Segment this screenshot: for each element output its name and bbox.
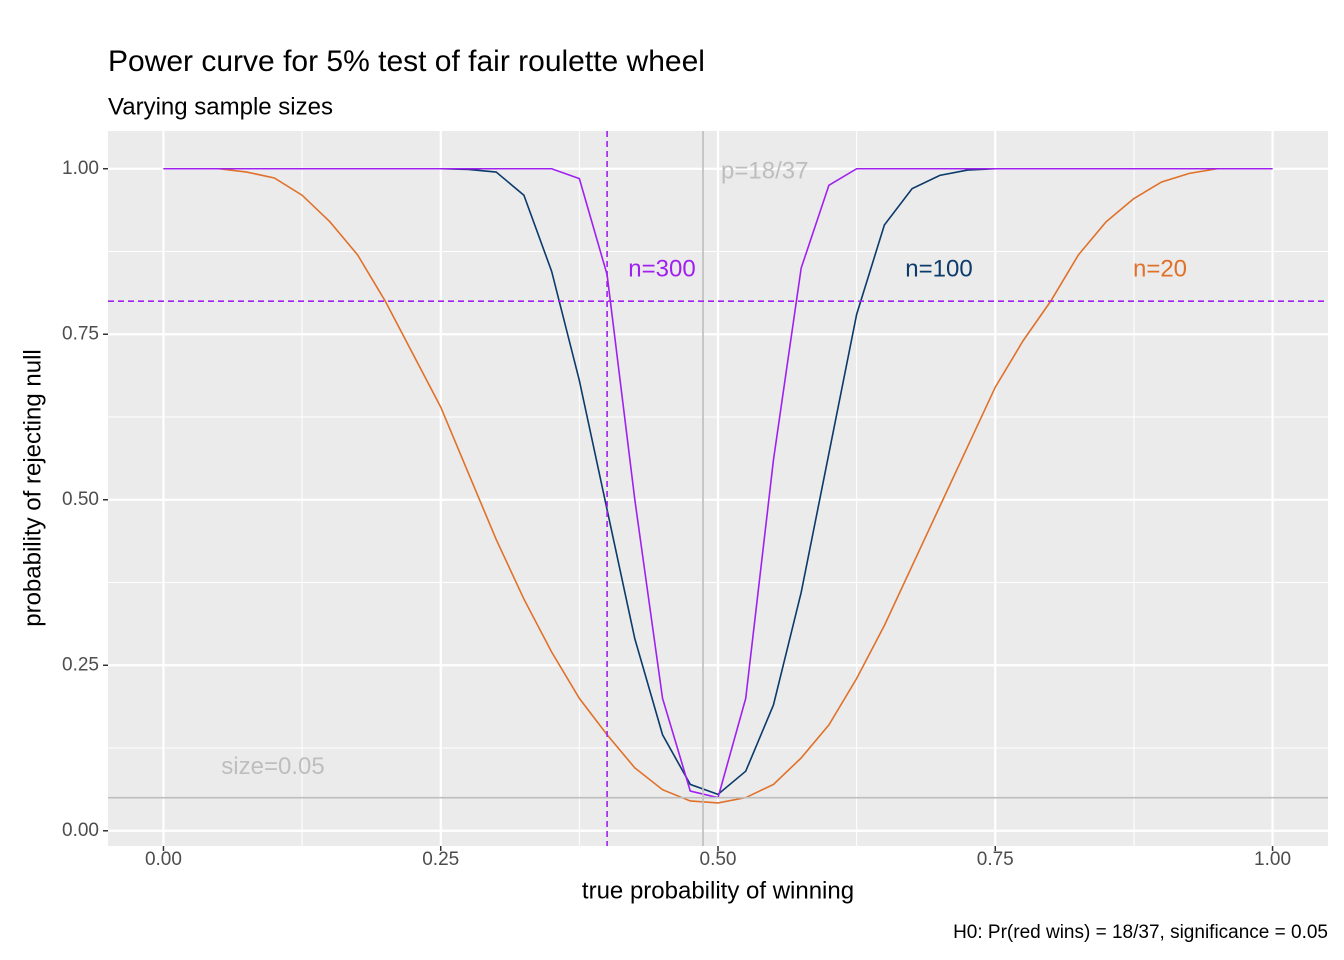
x-tick-label: 0.75 [977, 849, 1014, 870]
x-axis-title: true probability of winning [582, 877, 854, 904]
y-tick-label: 0.00 [62, 820, 99, 841]
series-label: n=300 [628, 255, 695, 282]
series-label: n=20 [1133, 255, 1187, 282]
caption: H0: Pr(red wins) = 18/37, significance =… [953, 922, 1328, 943]
y-axis-title: probability of rejecting null [19, 349, 46, 627]
y-tick-label: 0.50 [62, 489, 99, 510]
x-tick-label: 0.50 [700, 849, 737, 870]
y-tick-label: 1.00 [62, 158, 99, 179]
x-tick-label: 0.25 [422, 849, 459, 870]
chart-subtitle: Varying sample sizes [108, 93, 333, 120]
reference-label: size=0.05 [221, 753, 324, 780]
reference-label: p=18/37 [721, 157, 808, 184]
x-tick-label: 0.00 [145, 849, 182, 870]
y-tick-label: 0.75 [62, 323, 99, 344]
x-tick-label: 1.00 [1254, 849, 1291, 870]
y-tick-label: 0.25 [62, 654, 99, 675]
series-line [163, 167, 1273, 804]
series-label: n=100 [905, 255, 972, 282]
chart-title: Power curve for 5% test of fair roulette… [108, 45, 705, 78]
